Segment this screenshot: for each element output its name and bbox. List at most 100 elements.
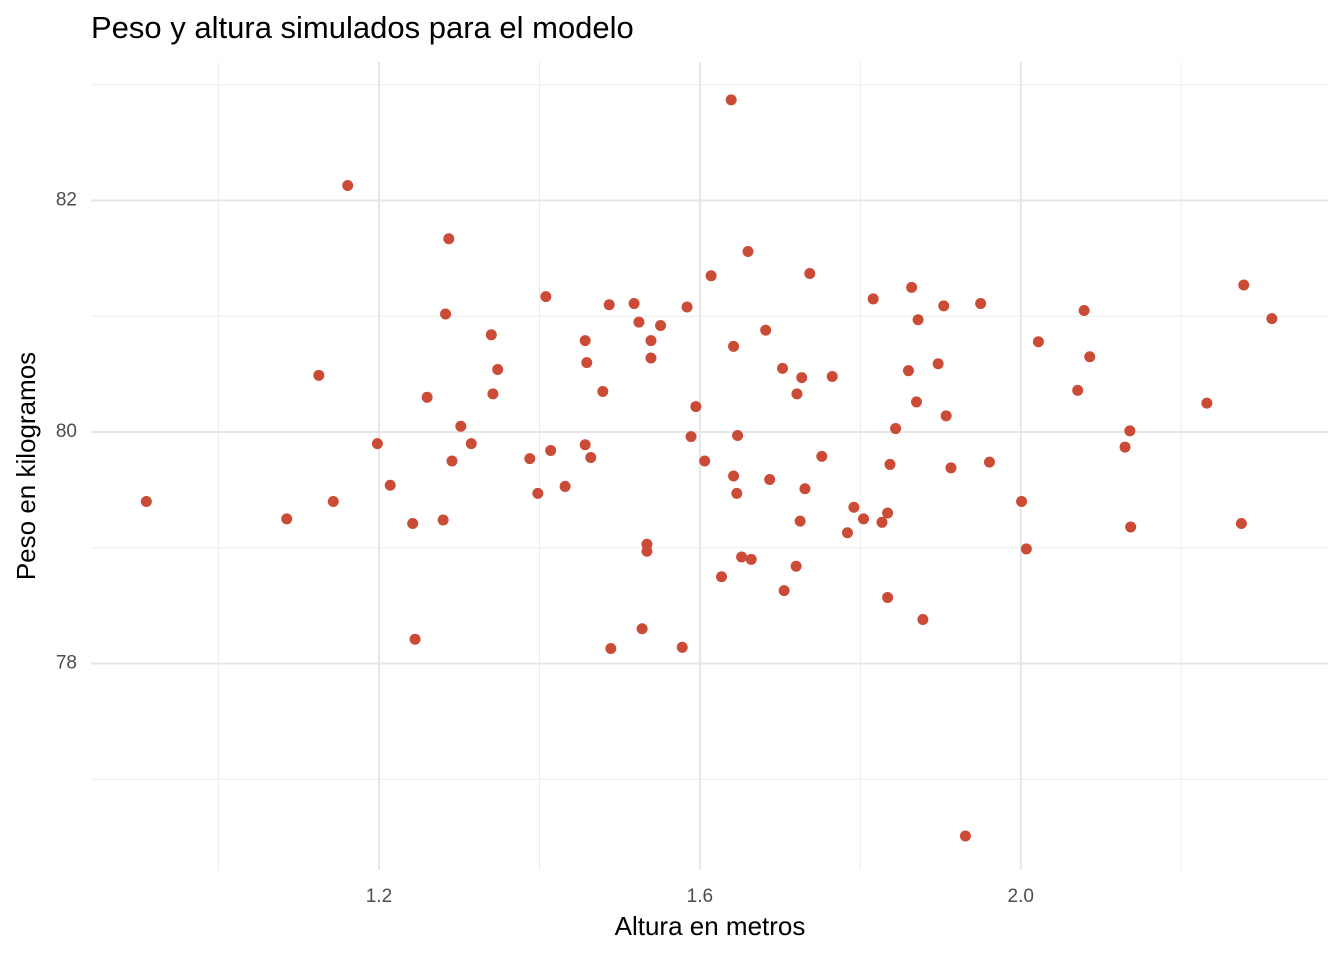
point — [1072, 384, 1084, 396]
point — [826, 370, 838, 382]
point — [890, 423, 902, 435]
point — [917, 614, 929, 626]
point — [446, 455, 458, 467]
point — [804, 267, 816, 279]
point — [938, 300, 950, 312]
point — [940, 410, 952, 422]
point — [858, 513, 870, 525]
point — [745, 553, 757, 565]
point — [794, 515, 806, 527]
point — [732, 430, 744, 442]
point — [645, 335, 657, 347]
chart-title: Peso y altura simulados para el modelo — [91, 10, 634, 45]
point — [876, 516, 888, 528]
point — [728, 470, 740, 482]
point — [1238, 279, 1250, 291]
y-tick-label: 78 — [56, 653, 77, 674]
point — [796, 372, 808, 384]
point — [633, 316, 645, 328]
point — [655, 320, 667, 332]
point — [645, 352, 657, 364]
point — [1119, 441, 1131, 453]
point — [1078, 304, 1090, 316]
point — [1016, 495, 1028, 507]
point — [421, 391, 433, 403]
x-axis-label: Altura en metros — [615, 911, 806, 941]
point — [579, 335, 591, 347]
point — [465, 438, 477, 450]
point — [443, 233, 455, 245]
point — [1125, 521, 1137, 533]
point — [841, 527, 853, 539]
point — [140, 495, 152, 507]
point — [487, 388, 499, 400]
point — [945, 462, 957, 474]
point — [585, 451, 597, 463]
point — [777, 362, 789, 374]
point — [932, 358, 944, 370]
point — [764, 473, 776, 485]
point — [628, 298, 640, 310]
point — [799, 483, 811, 495]
point — [884, 458, 896, 470]
point — [1235, 517, 1247, 529]
point — [983, 456, 995, 468]
point — [281, 513, 293, 525]
point — [912, 314, 924, 326]
point — [882, 592, 894, 604]
point — [524, 453, 536, 465]
point — [636, 623, 648, 635]
point — [816, 450, 828, 462]
point — [605, 642, 617, 654]
point — [641, 545, 653, 557]
point — [409, 633, 421, 645]
point — [731, 487, 743, 499]
point — [327, 495, 339, 507]
point — [791, 388, 803, 400]
point — [1020, 543, 1032, 555]
point — [492, 364, 504, 376]
point — [867, 293, 879, 305]
point — [910, 396, 922, 408]
point — [790, 560, 802, 572]
point — [716, 571, 728, 583]
point — [681, 301, 693, 313]
point — [579, 439, 591, 451]
point — [778, 585, 790, 597]
point — [1084, 351, 1096, 363]
point — [545, 445, 557, 457]
point — [1201, 397, 1213, 409]
point — [705, 270, 717, 282]
point — [725, 94, 737, 106]
point — [975, 298, 987, 310]
point — [760, 324, 772, 336]
point — [685, 431, 697, 443]
point — [676, 641, 688, 653]
point — [848, 501, 860, 513]
point — [597, 386, 609, 398]
point — [690, 401, 702, 413]
point — [559, 480, 571, 492]
point — [342, 179, 354, 191]
point — [742, 245, 754, 257]
y-axis-label: Peso en kilogramos — [11, 352, 41, 580]
x-tick-label: 1.2 — [366, 886, 392, 907]
point — [407, 517, 419, 529]
y-tick-label: 80 — [56, 421, 77, 442]
point — [699, 455, 711, 467]
point — [603, 299, 615, 311]
point — [728, 340, 740, 352]
point — [485, 329, 497, 341]
y-tick-label: 82 — [56, 190, 77, 211]
point — [437, 514, 449, 526]
point — [532, 487, 544, 499]
point — [455, 420, 467, 432]
point — [736, 551, 748, 563]
point — [882, 507, 894, 519]
point — [371, 438, 383, 450]
point — [540, 291, 552, 303]
point — [384, 479, 396, 491]
point — [906, 281, 918, 293]
x-tick-label: 2.0 — [1008, 886, 1034, 907]
